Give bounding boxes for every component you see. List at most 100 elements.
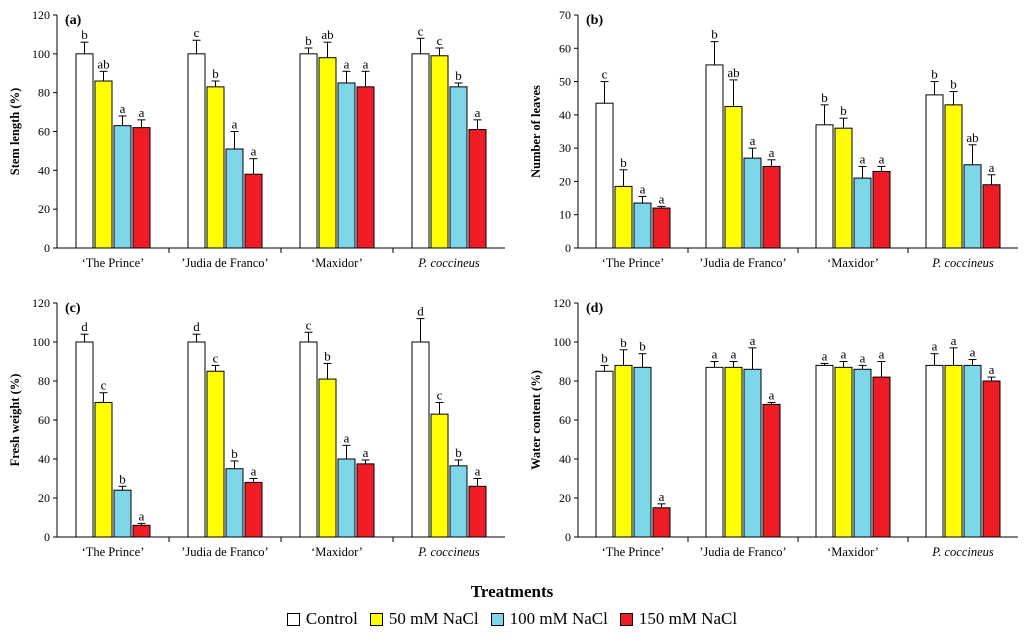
bar-d-2-100mm [853,368,872,538]
bar-a-3-150mm [468,129,487,249]
bar-c-2-50mm [318,378,337,538]
sig-letter-a-2-150mm: a [363,56,369,71]
bar-a-1-150mm [244,173,263,249]
category-label-a: ’Judia de Franco’ [181,256,268,270]
bar-b-0-150mm [652,207,671,249]
bar-b-0-50mm [614,185,633,249]
panel-label-d: (d) [586,301,603,316]
sig-letter-d-1-100mm: a [750,333,756,348]
sig-letter-c-1-50mm: c [213,350,219,365]
sig-letter-c-1-control: d [193,319,200,334]
y-axis-title-c: Fresh weight (%) [8,374,22,467]
bar-b-2-100mm [853,177,872,249]
sig-letter-a-1-50mm: b [212,66,219,81]
category-label-c: ‘Maxidor’ [311,545,363,559]
bar-a-0-150mm [132,127,151,249]
legend-swatch-100mm [490,612,504,626]
category-label-b: P. coccineus [931,256,994,270]
bar-c-1-100mm [225,468,244,538]
bar-c-1-50mm [206,370,225,538]
bar-c-3-50mm [430,413,449,538]
y-tick-label-d: 20 [559,491,571,505]
legend-swatch-50mm [369,612,383,626]
bar-c-0-50mm [94,401,113,538]
category-label-d: ’Judia de Franco’ [699,545,786,559]
sig-letter-c-2-50mm: b [324,348,331,363]
sig-letter-c-1-150mm: a [251,464,257,479]
category-label-d: ‘The Prince’ [602,545,665,559]
sig-letter-b-2-100mm: a [860,151,866,166]
sig-letter-a-1-100mm: a [232,117,238,132]
y-tick-label-b: 70 [559,8,571,22]
bar-b-0-100mm [633,202,652,249]
sig-letter-d-3-150mm: a [989,362,995,377]
sig-letter-b-0-50mm: b [620,155,627,170]
bar-d-3-100mm [963,364,982,538]
y-tick-label-d: 100 [553,335,571,349]
sig-letter-d-1-150mm: a [769,387,775,402]
sig-letter-c-3-100mm: b [455,445,462,460]
bar-a-1-control [187,53,206,249]
bar-a-2-50mm [318,57,337,249]
sig-letter-b-0-control: c [602,67,608,82]
sig-letter-c-0-100mm: b [119,471,126,486]
legend-swatch-150mm [619,612,633,626]
bar-a-1-50mm [206,86,225,249]
bar-b-3-150mm [982,184,1001,249]
sig-letter-b-3-100mm: ab [966,130,978,145]
y-tick-label-c: 0 [44,530,50,544]
bar-d-3-150mm [982,380,1001,538]
sig-letter-c-0-control: d [81,319,88,334]
x-axis-title: Treatments [470,582,554,601]
bar-a-0-control [75,53,94,249]
legend-label-150mm: 150 mM NaCl [638,609,738,628]
y-tick-label-b: 10 [559,208,571,222]
sig-letter-b-0-100mm: a [640,181,646,196]
sig-letter-b-3-control: b [931,67,938,82]
bar-c-0-150mm [132,524,151,538]
bar-b-2-50mm [834,127,853,249]
sig-letter-a-0-control: b [81,27,88,42]
bar-c-2-control [299,341,318,538]
y-tick-label-c: 20 [38,491,50,505]
bar-b-3-control [925,94,944,249]
y-tick-label-a: 120 [32,8,50,22]
bar-d-1-50mm [724,366,743,538]
y-tick-label-b: 20 [559,174,571,188]
bar-d-0-control [595,370,614,538]
sig-letter-b-3-50mm: b [950,77,957,92]
y-axis-title-d: Water content (%) [529,370,543,470]
bar-c-0-control [75,341,94,538]
bar-a-3-50mm [430,55,449,249]
bar-b-3-50mm [944,104,963,249]
bar-d-2-control [815,364,834,538]
sig-letter-b-1-50mm: ab [727,65,739,80]
bar-b-3-100mm [963,164,982,249]
y-tick-label-d: 40 [559,452,571,466]
bar-a-1-100mm [225,148,244,249]
sig-letter-a-3-150mm: a [475,105,481,120]
category-label-a: ‘Maxidor’ [311,256,363,270]
sig-letter-a-0-150mm: a [139,105,145,120]
legend-item-150mm: 150 mM NaCl [619,609,738,629]
category-label-d: ‘Maxidor’ [827,545,879,559]
bar-b-0-control [595,102,614,249]
sig-letter-d-0-100mm: b [639,339,646,354]
legend: Control 50 mM NaCl 100 mM NaCl 150 mM Na… [0,609,1024,629]
legend-label-100mm: 100 mM NaCl [509,609,608,628]
sig-letter-c-3-50mm: c [437,387,443,402]
y-tick-label-a: 40 [38,163,50,177]
bar-d-0-50mm [614,364,633,538]
category-label-a: ‘The Prince’ [82,256,145,270]
y-tick-label-d: 60 [559,413,571,427]
bar-d-0-150mm [652,507,671,538]
bar-c-3-100mm [449,465,468,538]
y-tick-label-c: 40 [38,452,50,466]
y-axis-title-a: Stem length (%) [8,88,22,176]
category-label-c: ‘The Prince’ [82,545,145,559]
sig-letter-c-2-150mm: a [363,445,369,460]
sig-letter-d-2-control: a [822,348,828,363]
